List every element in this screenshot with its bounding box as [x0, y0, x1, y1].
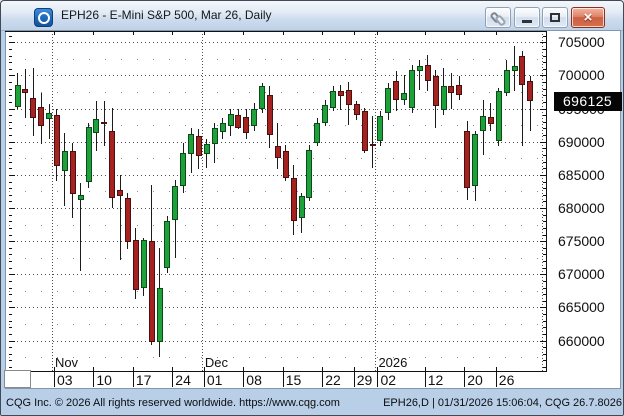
status-bar: CQG Inc. © 2026 All rights reserved worl… — [1, 389, 623, 415]
copyright-text: CQG Inc. © 2026 All rights reserved worl… — [6, 397, 340, 409]
cqg-app-icon[interactable] — [34, 8, 53, 27]
minimize-icon — [522, 20, 532, 23]
close-icon: × — [583, 9, 593, 26]
date-scale-corner-box[interactable] — [4, 370, 31, 388]
minimize-button[interactable] — [514, 7, 540, 28]
maximize-icon — [550, 13, 560, 22]
cqg-logo-ring — [37, 11, 50, 24]
close-button[interactable]: × — [571, 7, 605, 28]
link-windows-button[interactable] — [485, 7, 511, 28]
title-bar[interactable]: EPH26 - E-Mini S&P 500, Mar 26, Daily × — [1, 1, 623, 31]
window-title: EPH26 - E-Mini S&P 500, Mar 26, Daily — [61, 8, 272, 22]
chain-link-icon — [494, 14, 507, 27]
maximize-button[interactable] — [542, 7, 568, 28]
current-price-badge: 696125 — [554, 92, 622, 111]
session-info-text: EPH26,D | 01/31/2026 15:06:04, CQG 26.7.… — [383, 397, 622, 409]
chart-client-area[interactable] — [5, 30, 621, 389]
